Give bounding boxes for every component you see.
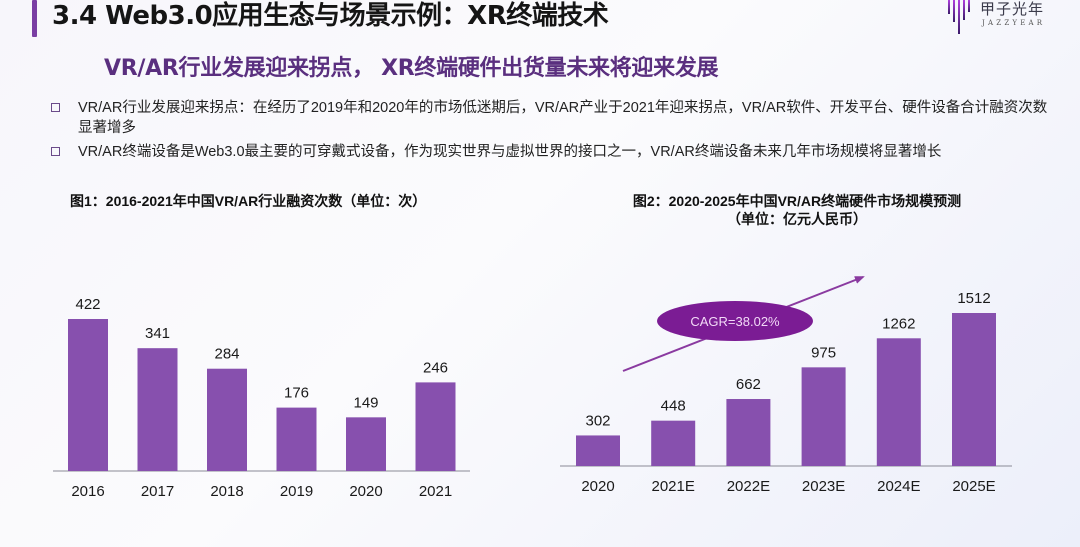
- chart2-title-unit: （单位：亿元人民币）: [727, 211, 867, 227]
- x-tick-label: 2021E: [652, 478, 695, 495]
- chart2-title-text: 图2：2020-2025年中国VR/AR终端硬件市场规模预测: [632, 193, 962, 209]
- bar-2021E: [651, 420, 696, 466]
- section-subtitle: VR/AR行业发展迎来拐点， XR终端硬件出货量未来将迎来发展: [104, 56, 719, 81]
- x-tick-label: 2021: [419, 483, 452, 500]
- bar-2016: [68, 319, 108, 471]
- chart1-title-text: 图1：2016-2021年中国VR/AR行业融资次数（单位：次）: [70, 193, 427, 209]
- data-label: 284: [214, 346, 239, 363]
- cagr-label: CAGR=38.02%: [690, 314, 780, 329]
- chart2-title: 图2：2020-2025年中国VR/AR终端硬件市场规模预测 （单位：亿元人民币…: [612, 192, 982, 228]
- data-label: 149: [353, 394, 378, 411]
- bar-2021: [415, 382, 456, 471]
- square-bullet-icon: [51, 147, 60, 156]
- data-label: 176: [284, 385, 309, 402]
- bar-2018: [207, 368, 247, 471]
- logo-text-cn: 甲子光年: [980, 0, 1045, 18]
- x-tick-label: 2020: [581, 478, 614, 495]
- bar-2025E: [952, 313, 996, 466]
- x-tick-label: 2017: [141, 483, 174, 500]
- jazzyear-logo-icon: [948, 0, 970, 34]
- bullet-text: VR/AR行业发展迎来拐点：在经历了2019年和2020年的市场低迷期后，VR/…: [78, 100, 1048, 136]
- bar-2022E: [726, 399, 771, 466]
- x-tick-label: 2025E: [952, 478, 995, 495]
- x-tick-label: 2022E: [727, 478, 770, 495]
- x-tick-label: 2024E: [877, 478, 920, 495]
- data-label: 662: [736, 376, 761, 393]
- data-label: 448: [661, 398, 686, 415]
- x-tick-label: 2023E: [802, 478, 845, 495]
- data-label: 422: [75, 296, 100, 313]
- data-label: 975: [811, 344, 836, 361]
- bullet-item: VR/AR行业发展迎来拐点：在经历了2019年和2020年的市场低迷期后，VR/…: [48, 98, 1058, 138]
- data-label: 246: [423, 359, 448, 376]
- x-tick-label: 2018: [210, 483, 243, 500]
- bar-2019: [276, 407, 317, 471]
- bullet-list: VR/AR行业发展迎来拐点：在经历了2019年和2020年的市场低迷期后，VR/…: [48, 98, 1058, 166]
- cagr-ellipse: [657, 301, 813, 341]
- title-accent-bar: [32, 0, 37, 37]
- bar-2017: [137, 348, 178, 471]
- bar-2023E: [801, 367, 846, 466]
- bullet-text: VR/AR终端设备是Web3.0最主要的可穿戴式设备，作为现实世界与虚拟世界的接…: [78, 144, 942, 160]
- logo-text-en: JAZZYEAR: [982, 19, 1046, 27]
- bar-2020: [346, 417, 386, 471]
- chart1-title: 图1：2016-2021年中国VR/AR行业融资次数（单位：次）: [70, 192, 426, 210]
- x-tick-label: 2016: [71, 483, 104, 500]
- page-title: 3.4 Web3.0应用生态与场景示例：XR终端技术: [52, 1, 609, 31]
- bullet-item: VR/AR终端设备是Web3.0最主要的可穿戴式设备，作为现实世界与虚拟世界的接…: [48, 142, 1058, 162]
- square-bullet-icon: [51, 103, 60, 112]
- chart2-market-size-bar-chart: 302 2020 448 2021E 662 2022E 975 2023E 1262 2024E…: [560, 276, 1012, 495]
- x-tick-label: 2019: [280, 483, 313, 500]
- data-label: 1262: [882, 315, 915, 332]
- data-label: 302: [585, 412, 610, 429]
- data-label: 341: [145, 325, 170, 342]
- brand-logo: 甲子光年 JAZZYEAR: [942, 0, 1052, 40]
- chart1-financing-bar-chart: 422 2016 341 2017 284 2018 176 2019 149 2020 246 20…: [53, 296, 470, 500]
- bar-2020: [576, 435, 620, 466]
- x-tick-label: 2020: [349, 483, 382, 500]
- data-label: 1512: [957, 290, 990, 307]
- bar-2024E: [876, 338, 921, 466]
